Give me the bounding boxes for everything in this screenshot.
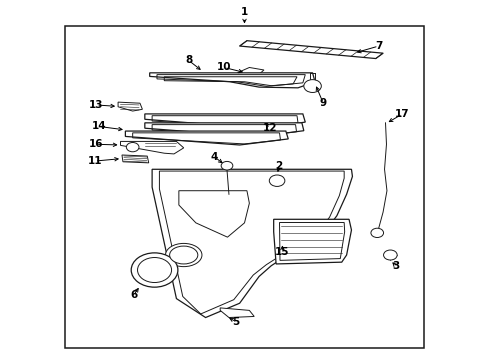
Polygon shape	[120, 141, 183, 154]
Polygon shape	[152, 169, 352, 318]
Text: 3: 3	[392, 261, 399, 271]
Circle shape	[126, 143, 139, 152]
Text: 14: 14	[91, 121, 106, 131]
Polygon shape	[118, 102, 142, 111]
Polygon shape	[149, 73, 314, 88]
Text: 7: 7	[374, 41, 382, 51]
Circle shape	[137, 257, 171, 283]
Text: 5: 5	[232, 317, 240, 327]
Text: 4: 4	[210, 152, 218, 162]
Circle shape	[370, 228, 383, 238]
Circle shape	[269, 175, 285, 186]
Ellipse shape	[169, 246, 198, 264]
Text: 17: 17	[394, 109, 409, 119]
Circle shape	[221, 161, 232, 170]
Ellipse shape	[165, 243, 202, 267]
Polygon shape	[220, 308, 254, 318]
Text: 9: 9	[319, 98, 326, 108]
Text: 8: 8	[184, 55, 192, 65]
Polygon shape	[125, 131, 287, 145]
Polygon shape	[237, 67, 264, 76]
Text: 15: 15	[275, 247, 289, 257]
Circle shape	[131, 253, 178, 287]
Text: 13: 13	[89, 100, 103, 110]
Polygon shape	[239, 41, 382, 59]
Text: 12: 12	[263, 123, 277, 133]
Polygon shape	[144, 123, 303, 137]
Text: 10: 10	[216, 63, 231, 72]
Text: 6: 6	[130, 290, 137, 300]
Text: 16: 16	[88, 139, 103, 149]
Text: 1: 1	[241, 7, 247, 17]
Circle shape	[303, 80, 321, 93]
Text: 11: 11	[87, 156, 102, 166]
Polygon shape	[273, 219, 351, 264]
Bar	[64, 26, 424, 348]
Circle shape	[383, 250, 396, 260]
Polygon shape	[122, 155, 148, 163]
Polygon shape	[144, 114, 305, 128]
Text: 2: 2	[275, 161, 282, 171]
